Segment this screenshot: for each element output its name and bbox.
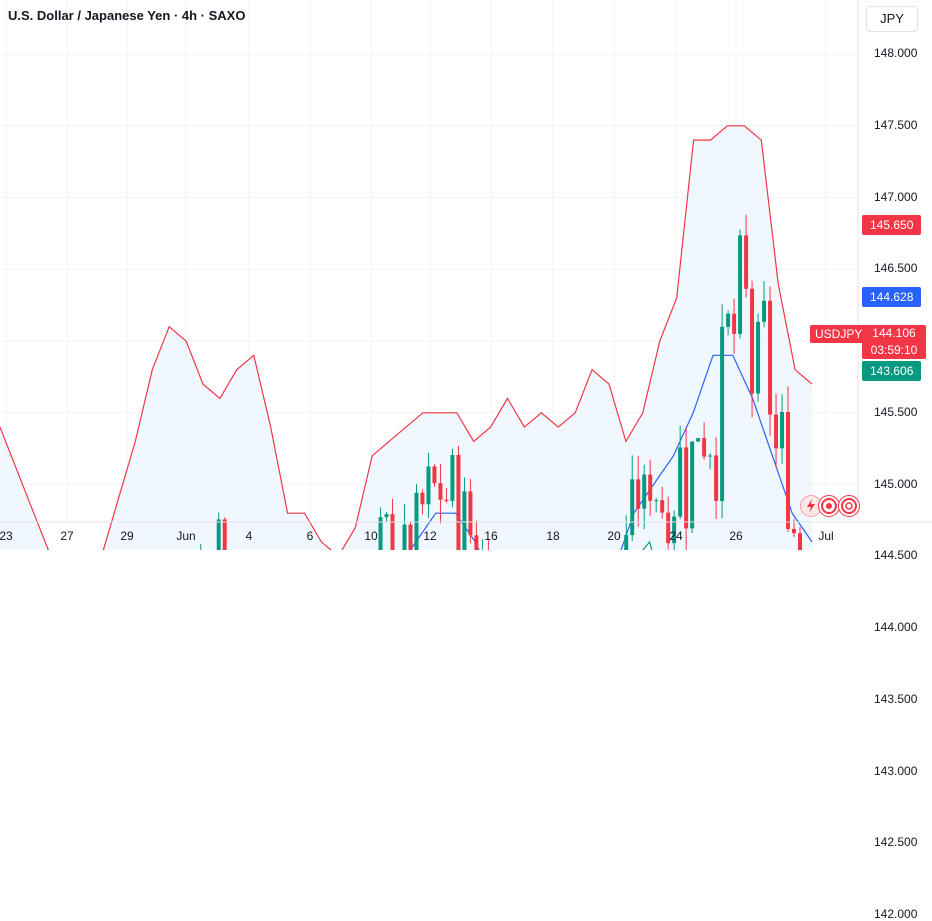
- candle-down: [408, 524, 413, 550]
- candle-up: [762, 300, 767, 322]
- candle-down: [390, 514, 395, 550]
- chart-title: U.S. Dollar / Japanese Yen · 4h · SAXO: [8, 8, 246, 23]
- currency-button[interactable]: JPY: [866, 6, 918, 32]
- time-tick: 20: [607, 529, 621, 543]
- time-tick: 12: [423, 529, 437, 543]
- target-icon[interactable]: [818, 495, 840, 517]
- candle-down: [432, 466, 437, 484]
- candle-up: [726, 313, 731, 327]
- candle-down: [660, 500, 665, 513]
- time-tick: Jul: [818, 529, 834, 543]
- candle-down: [744, 235, 749, 289]
- bollinger-band-fill: [0, 125, 812, 550]
- candle-up: [678, 447, 683, 517]
- candle-down: [750, 288, 755, 394]
- candle-down: [648, 474, 653, 501]
- time-tick: 6: [306, 529, 314, 543]
- candle-down: [768, 300, 773, 415]
- time-tick: 16: [484, 529, 498, 543]
- bollinger-middle-band: [409, 354, 813, 550]
- candle-down: [798, 533, 803, 550]
- middle-band-tag: 144.628: [862, 287, 922, 307]
- price-tick: 146.500: [874, 261, 918, 276]
- last-price-value: 144.106: [872, 326, 916, 340]
- candle-up: [756, 321, 761, 394]
- candle-up: [780, 411, 785, 449]
- candle-up: [450, 454, 455, 501]
- price-chart[interactable]: [0, 0, 932, 550]
- price-tick: 147.500: [874, 117, 918, 132]
- candle-up: [720, 326, 725, 502]
- upper-band-tag: 145.650: [862, 215, 922, 235]
- candle-up: [426, 466, 431, 505]
- candle-up: [216, 519, 221, 550]
- candle-down: [222, 519, 227, 550]
- candle-down: [468, 491, 473, 536]
- candle-up: [462, 491, 467, 550]
- candle-down: [474, 535, 479, 550]
- candle-up: [414, 492, 419, 550]
- price-tick: 143.500: [874, 691, 918, 706]
- candle-up: [738, 235, 743, 334]
- bollinger-upper-band: [0, 125, 813, 550]
- time-tick: 29: [120, 529, 134, 543]
- candle-up: [672, 516, 677, 544]
- candle-up: [378, 517, 383, 550]
- time-tick: Jun: [176, 529, 196, 543]
- candle-down: [702, 438, 707, 457]
- symbol-tag: USDJPY: [810, 325, 868, 343]
- candle-up: [630, 479, 635, 536]
- candle-up: [624, 535, 629, 550]
- price-tick: 147.000: [874, 189, 918, 204]
- price-tick: 145.500: [874, 404, 918, 419]
- candle-down: [774, 414, 779, 449]
- price-tick: 144.000: [874, 620, 918, 634]
- last-price-box: 144.106 03:59:10: [862, 325, 926, 359]
- time-tick: 23: [0, 529, 13, 543]
- candle-down: [732, 313, 737, 334]
- candle-up: [690, 441, 695, 529]
- candles: [200, 214, 803, 550]
- price-tick: 145.000: [874, 476, 918, 491]
- candle-up: [708, 455, 713, 457]
- price-tick: 148.000: [874, 46, 918, 60]
- candle-up: [642, 474, 647, 509]
- time-tick: 27: [60, 529, 74, 543]
- price-tick: 142.000: [874, 907, 918, 921]
- candle-up: [654, 500, 659, 502]
- bar-countdown: 03:59:10: [870, 343, 918, 357]
- time-tick: 26: [729, 529, 743, 543]
- candle-up: [384, 514, 389, 518]
- candle-down: [444, 499, 449, 501]
- candle-down: [666, 512, 671, 544]
- price-tick: 142.500: [874, 835, 918, 850]
- candle-down: [714, 455, 719, 502]
- candle-up: [696, 438, 701, 442]
- time-tick: 4: [245, 529, 253, 543]
- time-tick: 18: [546, 529, 560, 543]
- candle-down: [636, 479, 641, 509]
- candle-down: [792, 528, 797, 534]
- candle-up: [402, 524, 407, 550]
- price-tick: 143.000: [874, 763, 918, 778]
- candle-down: [786, 411, 791, 529]
- alert-icon[interactable]: [838, 495, 860, 517]
- candle-down: [438, 483, 443, 500]
- lower-band-tag: 143.606: [862, 361, 922, 381]
- candle-down: [684, 447, 689, 529]
- price-tick: 144.500: [874, 548, 918, 563]
- time-tick: 10: [364, 529, 378, 543]
- time-tick: 24: [669, 529, 683, 543]
- candle-down: [456, 454, 461, 550]
- candle-down: [420, 492, 425, 505]
